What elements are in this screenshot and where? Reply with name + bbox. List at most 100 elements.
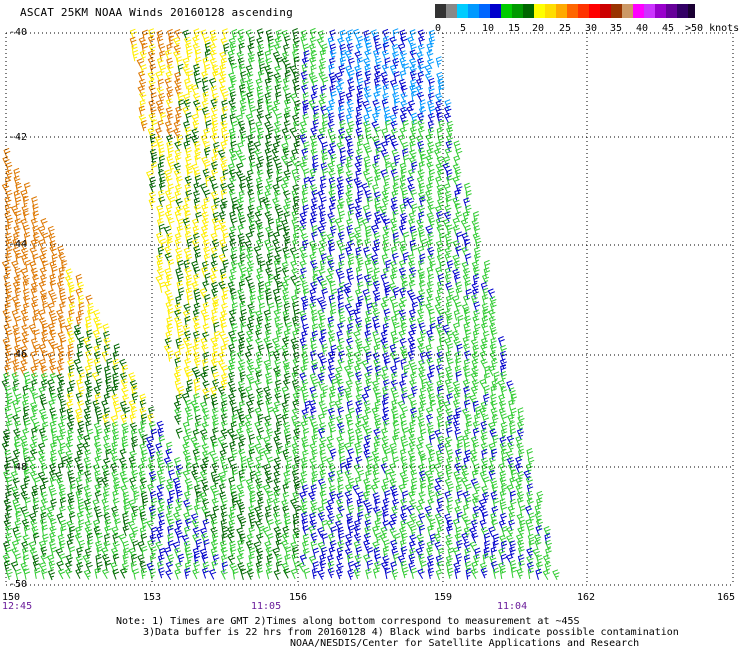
time-label: 11:04 [497, 601, 527, 612]
wind-barb [220, 428, 228, 440]
wind-barb [346, 328, 353, 341]
wind-barb [254, 149, 262, 160]
wind-barb [30, 337, 38, 349]
wind-barb [264, 147, 272, 160]
wind-barb [212, 427, 219, 439]
wind-barb [204, 511, 211, 523]
wind-barb [159, 112, 167, 124]
wind-barb [392, 84, 399, 96]
wind-barb [516, 568, 524, 580]
wind-barb [220, 379, 228, 391]
wind-barb [272, 406, 280, 418]
wind-barb [38, 343, 46, 355]
wind-barb [319, 436, 327, 448]
wind-barb [298, 246, 307, 257]
wind-barb [239, 217, 246, 229]
wind-barb [347, 358, 354, 370]
wind-barb [256, 224, 264, 236]
wind-barb [353, 330, 361, 342]
wind-barb [456, 442, 463, 454]
wind-barb [248, 308, 256, 320]
wind-barb [454, 567, 461, 580]
wind-barb [380, 273, 388, 285]
wind-barb [22, 315, 29, 327]
wind-barb [510, 566, 518, 579]
wind-barb [254, 506, 262, 517]
wind-barb [391, 245, 398, 258]
wind-barb [417, 540, 425, 552]
wind-barb [217, 385, 226, 397]
wind-barb [292, 546, 299, 558]
wind-barb [462, 491, 470, 502]
wind-barb [264, 470, 272, 481]
wind-barb [371, 245, 380, 257]
wind-barb [460, 513, 469, 524]
wind-barb [174, 357, 182, 369]
wind-barb [284, 477, 291, 490]
wind-barb [372, 385, 380, 397]
wind-barb [426, 413, 434, 425]
wind-barb [6, 398, 13, 411]
wind-barb [166, 28, 174, 41]
wind-barb [258, 287, 265, 300]
wind-barb [56, 309, 64, 320]
lat-label: -50 [9, 579, 27, 590]
wind-barb [248, 197, 256, 209]
wind-barb [49, 329, 57, 341]
wind-barb [220, 188, 228, 201]
wind-barb [185, 505, 193, 517]
wind-barb [393, 553, 400, 565]
wind-barb [221, 294, 229, 306]
wind-barb [218, 77, 226, 89]
wind-barb [184, 358, 192, 370]
wind-barb [266, 342, 273, 355]
wind-barb [299, 372, 307, 384]
wind-barb [220, 162, 228, 174]
wind-barb [220, 569, 228, 580]
wind-barb [267, 274, 274, 286]
wind-barb [346, 183, 353, 195]
wind-barb [310, 126, 318, 138]
wind-barb [402, 476, 409, 489]
wind-barb [167, 518, 175, 530]
wind-barb [204, 294, 211, 306]
wind-barb [381, 49, 389, 61]
wind-barb [447, 343, 454, 355]
wind-barb [424, 64, 432, 75]
wind-barb [236, 351, 245, 362]
wind-barb [357, 259, 364, 271]
wind-barb [120, 378, 128, 390]
wind-barb [12, 399, 19, 411]
wind-barb [346, 295, 354, 307]
wind-barb [211, 217, 219, 229]
wind-barb [417, 498, 426, 510]
wind-barb [401, 392, 408, 404]
wind-barb [68, 309, 75, 321]
wind-barb [354, 338, 363, 349]
wind-barb [112, 379, 120, 391]
wind-barb [167, 307, 174, 320]
wind-barb [310, 359, 318, 371]
wind-barb [175, 427, 183, 439]
wind-barb [201, 260, 209, 272]
wind-barb [6, 413, 14, 425]
wind-barb [446, 449, 454, 461]
wind-barb [276, 168, 283, 181]
wind-barb [347, 120, 355, 133]
wind-barb [230, 246, 238, 259]
wind-barb [356, 385, 363, 398]
wind-barb [176, 134, 183, 147]
lon-label: 156 [289, 592, 307, 603]
wind-barb [408, 156, 417, 168]
wind-barb [4, 449, 11, 462]
wind-barb [418, 512, 426, 524]
wind-barb [273, 400, 281, 412]
wind-barb [220, 344, 227, 356]
wind-barb [346, 400, 353, 412]
wind-barb [389, 295, 397, 307]
wind-barb [228, 513, 236, 524]
wind-barb [58, 266, 65, 278]
wind-barb [272, 350, 280, 362]
wind-barb [164, 280, 172, 292]
wind-barb [149, 63, 157, 75]
